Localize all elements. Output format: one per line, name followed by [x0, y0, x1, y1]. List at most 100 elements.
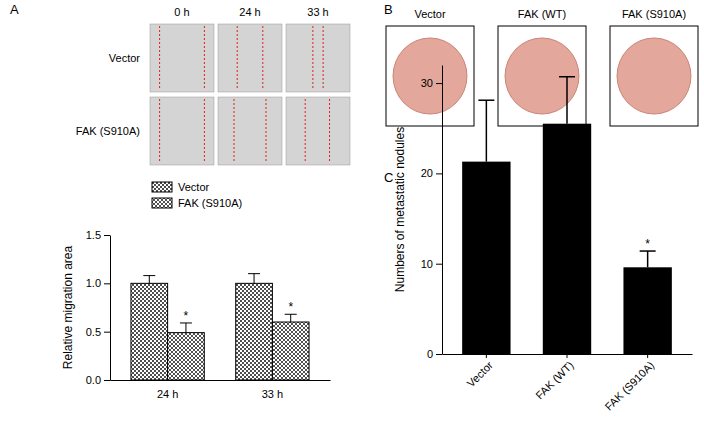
wound-edge [159, 26, 160, 90]
tick-label: FAK (WT) [533, 359, 576, 402]
legend-label: FAK (S910A) [178, 197, 242, 209]
significance: * [184, 309, 189, 323]
bar [168, 333, 205, 380]
lung-photo [505, 38, 579, 114]
tick: 24 h [157, 380, 178, 400]
tick: 30 [421, 77, 442, 89]
axis-line [111, 380, 331, 381]
y-axis: 0 10 20 30 [421, 66, 443, 361]
group-label: Vector [414, 8, 446, 20]
error-line [566, 77, 568, 124]
tick-label: FAK (S910A) [602, 359, 656, 413]
y-axis: 0.0 0.5 1.0 1.5 [86, 229, 111, 386]
axis-line [110, 236, 111, 381]
tick-label: 33 h [262, 388, 283, 400]
figure: ABC0 h24 h33 hVectorFAK (S910A)VectorFAK… [0, 0, 704, 421]
photo-frame [386, 26, 474, 126]
axis-title: Numbers of metastatic nodules [393, 127, 407, 292]
wound-edge [266, 99, 267, 163]
annotations: * [645, 237, 650, 251]
panel-label: C [384, 170, 393, 185]
tick: 20 [421, 167, 442, 179]
wound-edge [237, 26, 238, 90]
tick-mark [486, 354, 487, 358]
tick-mark [104, 283, 110, 284]
tick: FAK (S910A) [602, 354, 656, 413]
tick-mark [104, 380, 110, 381]
lung-photo [617, 38, 691, 114]
axis-line [442, 66, 443, 355]
tick: 1.5 [86, 229, 110, 241]
wound-edge [204, 26, 205, 90]
tick-mark [436, 83, 442, 84]
error-line [149, 276, 150, 284]
microscopy-image [218, 24, 282, 92]
tick: 1.0 [86, 277, 110, 289]
wound-edge [262, 26, 263, 90]
tick-mark [104, 235, 110, 236]
wound-edge [312, 26, 313, 90]
error-line [486, 100, 488, 161]
error-bar [478, 100, 494, 161]
microscopy-image [218, 97, 282, 165]
annotations: ** [184, 300, 294, 323]
time-label: 33 h [307, 6, 328, 18]
lung-photo [393, 38, 467, 114]
wound-edge [204, 99, 205, 163]
tick: Vector [465, 354, 496, 389]
group-label: Vector [109, 52, 141, 64]
tick: 0.0 [86, 374, 110, 386]
tick: 33 h [262, 380, 283, 400]
error-bar [180, 323, 192, 333]
wound-edge [329, 99, 330, 163]
panel-label: B [384, 2, 393, 17]
microscopy-image [150, 97, 214, 165]
wound-edge [323, 26, 324, 90]
tick-mark [647, 354, 648, 358]
error-bar [248, 274, 260, 284]
tick-label: 0.5 [86, 326, 101, 338]
legend-label: Vector [178, 181, 210, 193]
error-line [290, 314, 291, 322]
group-label: FAK (S910A) [76, 125, 140, 137]
group-label: FAK (S910A) [622, 8, 686, 20]
tick: 0 [427, 348, 442, 360]
tick-label: Vector [465, 359, 496, 390]
error-bar [559, 77, 575, 124]
error-line [647, 251, 649, 267]
bar [543, 124, 591, 354]
microscopy-image [150, 24, 214, 92]
error-cap [143, 275, 155, 276]
axis-title: Relative migration area [61, 245, 75, 369]
tick: 10 [421, 258, 442, 270]
photo-frame [498, 26, 586, 126]
group-label: FAK (WT) [518, 8, 566, 20]
tick-label: 10 [421, 258, 433, 270]
error-bar [640, 251, 656, 267]
microscopy-image [286, 97, 350, 165]
error-cap [559, 76, 575, 78]
bar [623, 267, 671, 354]
tick-mark [436, 264, 442, 265]
tick-mark [567, 354, 568, 358]
legend-swatch [152, 182, 172, 192]
tick: FAK (WT) [533, 354, 576, 402]
error-cap [248, 273, 260, 274]
bar [236, 283, 273, 380]
microscopy-image [286, 24, 350, 92]
error-cap [478, 99, 494, 101]
significance: * [288, 300, 293, 314]
error-bar [143, 276, 155, 284]
bar [462, 162, 510, 354]
x-axis: 24 h 33 h [111, 380, 331, 400]
tick-label: 30 [421, 77, 433, 89]
tick-label: 0.0 [86, 374, 101, 386]
legend: Vector FAK (S910A) [152, 181, 242, 209]
tick-label: 24 h [157, 388, 178, 400]
error-line [254, 274, 255, 284]
bar [272, 322, 309, 380]
tick-label: 1.0 [86, 277, 101, 289]
tick: 0.5 [86, 326, 110, 338]
time-label: 0 h [174, 6, 189, 18]
bar [131, 283, 168, 380]
